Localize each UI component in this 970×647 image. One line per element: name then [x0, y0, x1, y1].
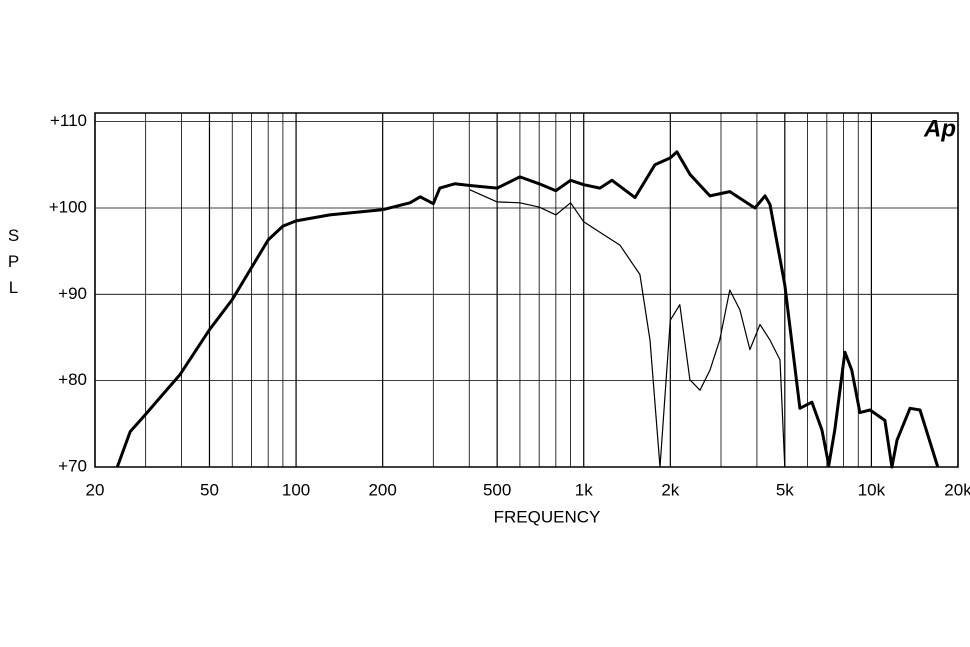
y-tick-label: +100: [49, 197, 87, 216]
x-tick-label: 5k: [776, 480, 794, 499]
x-tick-label: 10k: [858, 480, 886, 499]
x-tick-label: 100: [282, 480, 310, 499]
y-tick-label: +80: [58, 370, 87, 389]
x-axis-label: FREQUENCY: [494, 507, 601, 526]
x-tick-label: 500: [483, 480, 511, 499]
y-tick-label: +70: [58, 456, 87, 475]
series-line: [469, 189, 786, 468]
x-tick-label: 50: [200, 480, 219, 499]
x-tick-label: 20k: [944, 480, 970, 499]
plot-frame: [94, 112, 959, 468]
logo: Ap: [923, 115, 956, 142]
series-line: [115, 150, 940, 469]
x-tick-label: 1k: [575, 480, 593, 499]
x-tick-label: 20: [86, 480, 105, 499]
y-tick-label: +90: [58, 284, 87, 303]
y-tick-label: +110: [50, 111, 87, 130]
x-tick-label: 2k: [661, 480, 679, 499]
x-tick-label: 200: [368, 480, 396, 499]
y-axis-label: SPL: [4, 226, 23, 304]
